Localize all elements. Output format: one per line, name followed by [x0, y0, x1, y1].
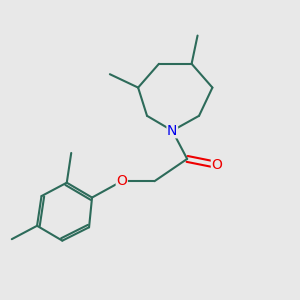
Text: N: N — [167, 124, 178, 138]
Text: O: O — [212, 158, 222, 172]
Text: O: O — [116, 174, 127, 188]
